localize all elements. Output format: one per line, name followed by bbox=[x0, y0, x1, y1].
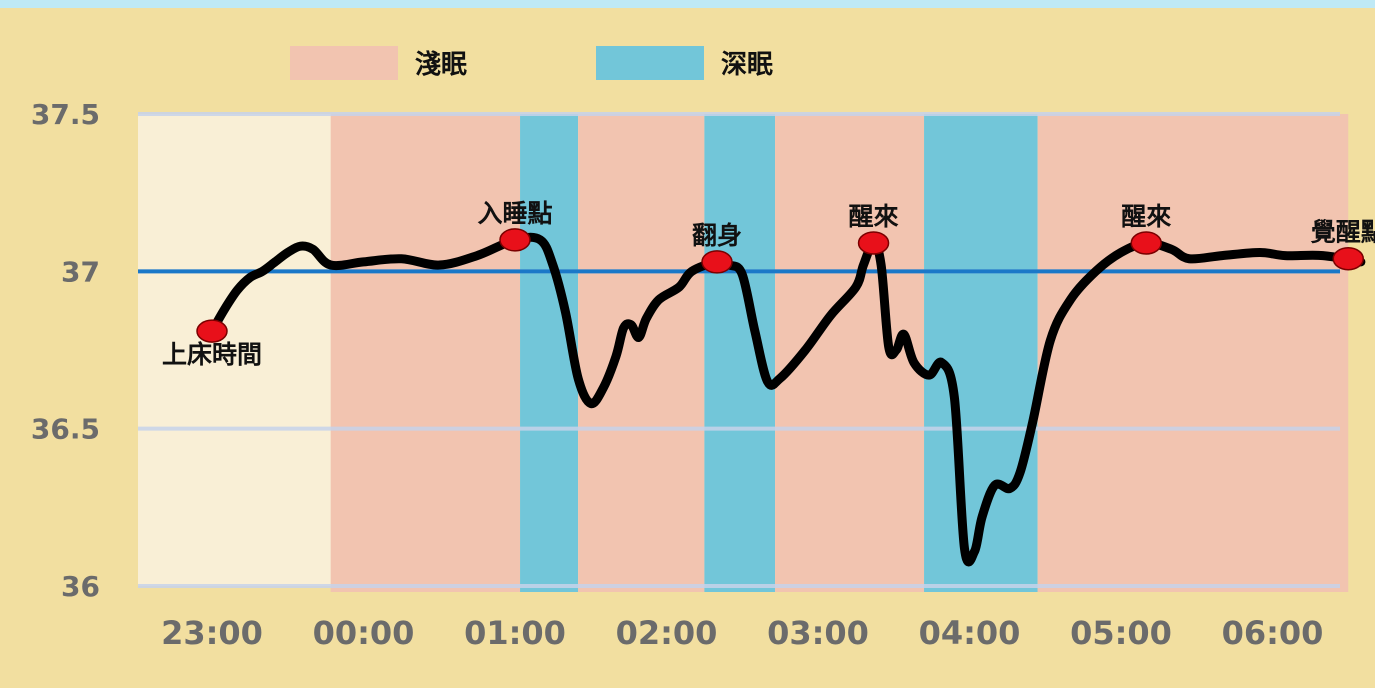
x-tick-label: 02:00 bbox=[616, 614, 718, 652]
event-label-3: 醒來 bbox=[849, 202, 899, 231]
event-label-5: 覺醒點 bbox=[1311, 218, 1375, 247]
x-tick-label: 03:00 bbox=[767, 614, 869, 652]
x-tick-label: 23:00 bbox=[161, 614, 263, 652]
legend-swatch-0 bbox=[290, 46, 398, 80]
y-tick-label: 37.5 bbox=[31, 98, 100, 131]
x-tick-label: 04:00 bbox=[919, 614, 1021, 652]
legend-swatch-1 bbox=[596, 46, 704, 80]
event-marker-1 bbox=[499, 228, 531, 252]
stage-band-0 bbox=[330, 114, 521, 592]
event-marker-0 bbox=[196, 319, 228, 343]
event-marker-2 bbox=[701, 250, 733, 274]
event-label-1: 入睡點 bbox=[477, 199, 552, 228]
stage-band-2 bbox=[578, 114, 705, 592]
y-tick-label: 36 bbox=[61, 570, 100, 603]
event-marker-3 bbox=[857, 231, 890, 255]
stage-band-6 bbox=[1037, 114, 1349, 592]
y-tick-label: 36.5 bbox=[31, 413, 100, 446]
temperature-line bbox=[207, 232, 1366, 567]
event-label-4: 醒來 bbox=[1121, 202, 1171, 231]
legend-label-1: 深眠 bbox=[721, 50, 773, 80]
y-tick-label: 37 bbox=[61, 255, 100, 288]
x-tick-label: 06:00 bbox=[1222, 614, 1324, 652]
sleep-temperature-chart: 上床時間 入睡點翻身 醒來 醒來覺醒點 37.5 37 36.5 36 23:00 00:00… bbox=[0, 8, 1375, 688]
x-tick-label: 05:00 bbox=[1070, 614, 1172, 652]
event-label-0: 上床時間 bbox=[162, 340, 262, 369]
stage-band-3 bbox=[704, 114, 776, 592]
event-marker-5 bbox=[1332, 246, 1364, 271]
legend-label-0: 淺眠 bbox=[415, 50, 467, 80]
x-tick-label: 01:00 bbox=[464, 614, 566, 652]
x-tick-label: 00:00 bbox=[313, 614, 415, 652]
event-label-2: 翻身 bbox=[692, 221, 742, 250]
event-marker-4 bbox=[1130, 231, 1162, 255]
